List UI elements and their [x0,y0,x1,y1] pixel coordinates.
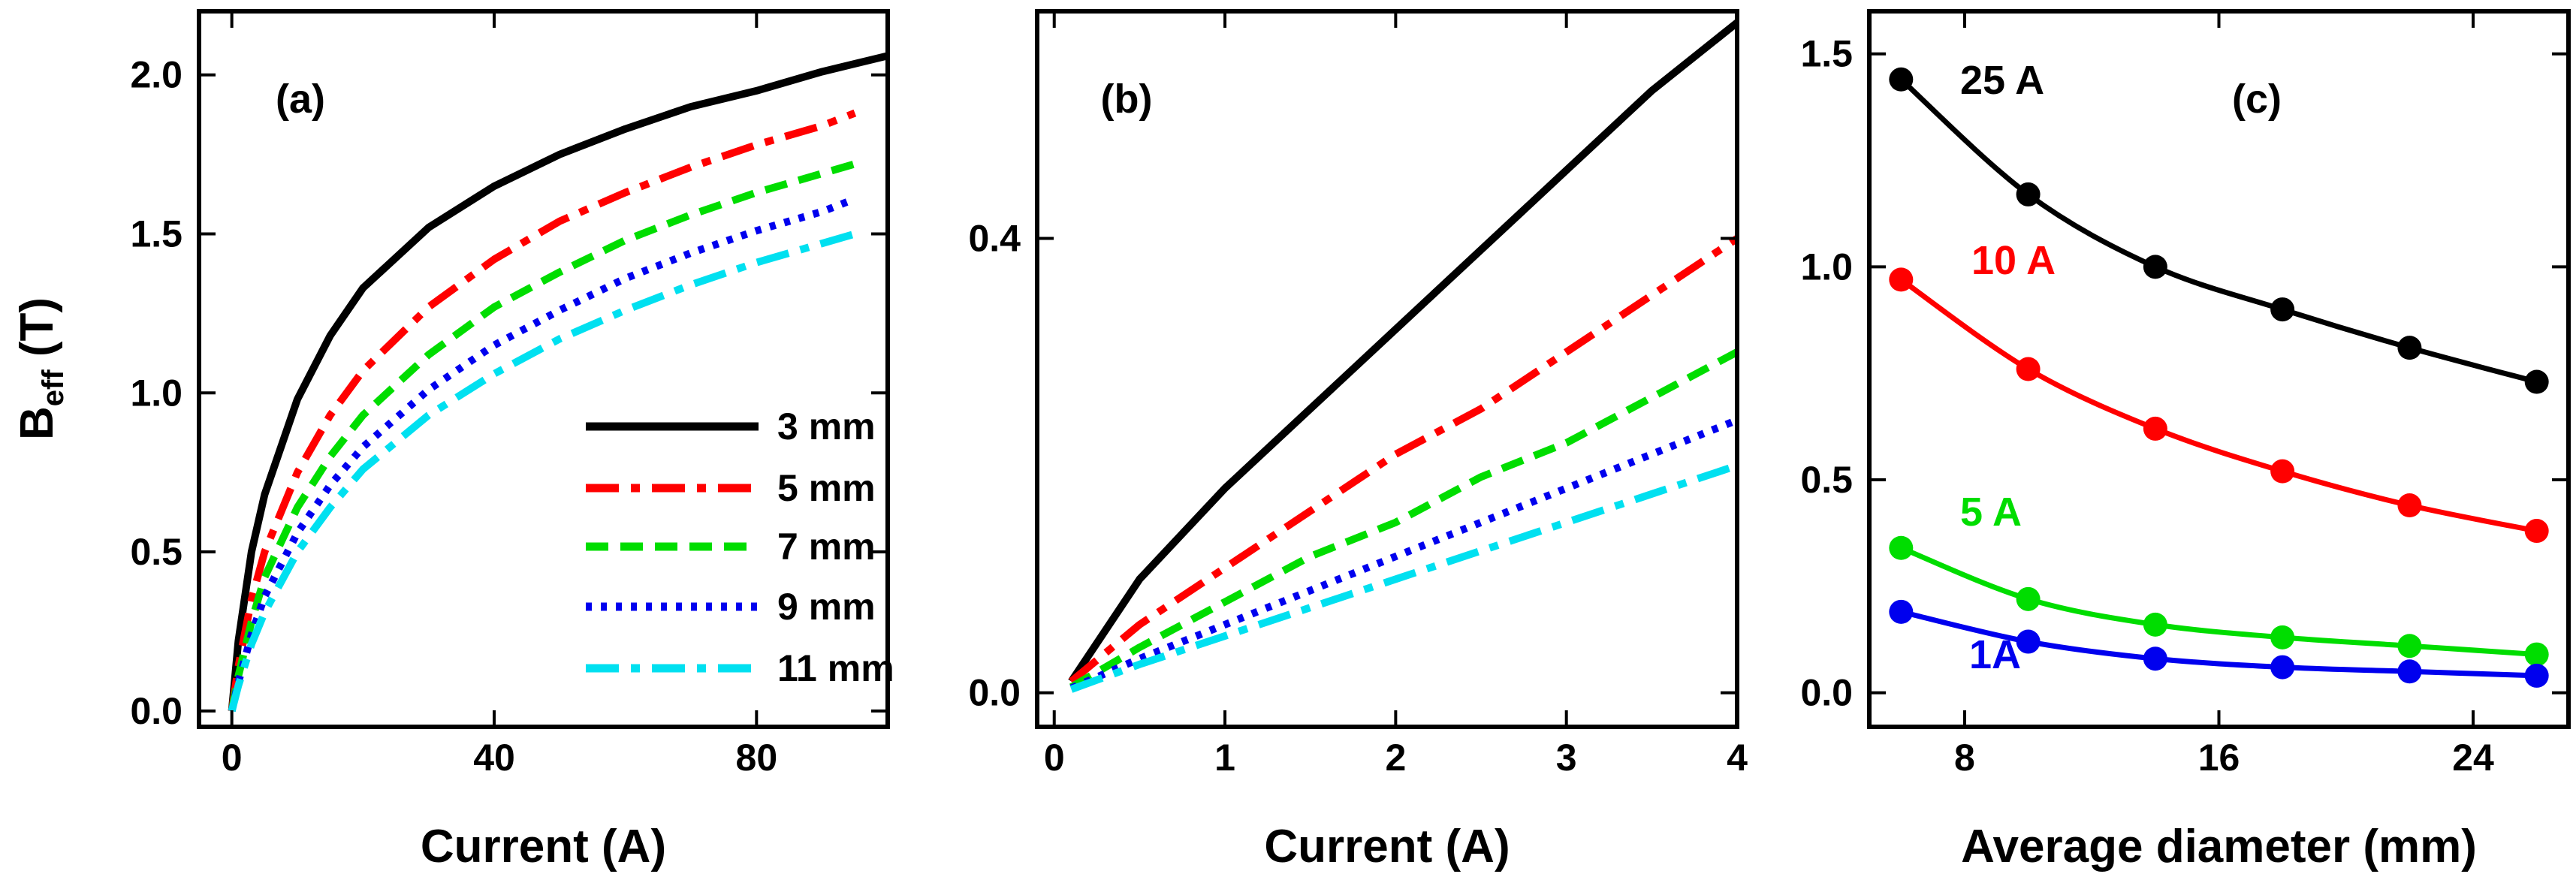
series-annotation: 25 A [1960,58,2044,103]
y-axis-label-symbol: B [11,406,63,440]
x-tick-label: 80 [736,737,778,779]
y-tick-label: 0.0 [968,672,1021,714]
series-line-5-A [1900,545,2537,658]
y-tick-label: 0.5 [130,531,182,573]
y-tick-label: 0.5 [1800,459,1853,501]
data-point-10-A [2524,519,2549,544]
data-point-1A [2397,659,2422,684]
data-point-1A [2270,655,2295,680]
data-point-10-A [2016,357,2041,381]
data-point-5-A [2143,612,2167,637]
y-axis-label-subscript: eff [37,369,70,407]
x-axis-label: Current (A) [1264,821,1510,872]
data-point-1A [1889,599,1914,624]
series-annotation: 10 A [1971,238,2056,283]
data-point-25-A [2524,369,2549,394]
series-line-7-mm [228,160,856,712]
plot-frame [1035,9,1739,729]
legend: 3 mm 5 mm 7 mm 9 mm 11 mm [586,405,894,689]
panel-a: 0 40 80 0.0 0.5 1.0 1.5 2.0 Current (A) (a) [130,9,890,872]
y-axis-label-unit: (T) [11,297,63,369]
x-tick-label: 40 [473,737,515,779]
data-point-10-A [1889,267,1914,292]
series-line-9-mm [228,195,857,712]
plot-frame [197,9,890,729]
y-tick-label: 2.0 [130,54,182,96]
x-axis-label: Average diameter (mm) [1961,821,2477,872]
y-tick-label: 1.0 [130,372,182,414]
series-line-10-A [1899,277,2538,534]
x-tick-label: 16 [2198,737,2240,779]
y-tick-label: 0.0 [130,690,182,732]
panel-b: 0 1 2 3 4 0.0 0.4 Current (A) (b) [968,9,1748,872]
legend-label: 7 mm [777,526,876,568]
panel-label: (c) [2232,77,2282,122]
series-line-11-mm [1069,462,1739,693]
series-line-9-mm [1069,416,1739,692]
data-point-1A [2143,646,2167,671]
x-axis-label: Current (A) [421,821,666,872]
data-point-5-A [2397,634,2422,659]
plot-frame [1867,9,2571,729]
data-point-5-A [2270,625,2295,649]
series-annotation: 1A [1969,632,2021,677]
series-line-5-mm [1069,235,1739,685]
data-point-10-A [2270,459,2295,484]
series-line-5-mm [228,109,857,712]
data-point-5-A [1889,535,1914,560]
x-tick-label: 0 [222,737,243,779]
x-tick-label: 3 [1556,737,1577,779]
legend-label: 3 mm [777,405,876,448]
x-tick-label: 4 [1727,737,1748,779]
series-annotation: 5 A [1960,490,2022,535]
x-tick-label: 8 [1954,737,1975,779]
data-point-10-A [2143,416,2167,441]
x-tick-label: 0 [1044,737,1065,779]
y-axis-label: Beff (T) [11,297,70,440]
data-point-1A [2016,629,2041,654]
data-point-10-A [2397,493,2422,518]
data-point-25-A [1889,67,1914,92]
data-point-5-A [2524,642,2549,667]
series-line-3-mm [228,52,889,712]
x-tick-label: 1 [1214,737,1235,779]
panel-label: (b) [1101,77,1153,122]
legend-label: 9 mm [777,586,876,628]
series-line-7-mm [1069,348,1739,691]
data-point-25-A [2143,255,2167,279]
y-tick-label: 1.0 [1800,246,1853,288]
series-line-3-mm [1068,20,1740,684]
legend-label: 5 mm [777,467,876,509]
panel-label: (a) [276,77,325,122]
y-tick-label: 0.0 [1800,672,1853,714]
legend-label: 11 mm [777,647,894,689]
y-tick-label: 1.5 [1800,33,1853,75]
panel-c: 8 16 24 0.0 0.5 1.0 1.5 Average diameter (mm) (c… [1800,9,2571,872]
x-tick-label: 24 [2452,737,2494,779]
series-line-1A [1900,609,2537,679]
x-tick-label: 2 [1385,737,1406,779]
data-point-5-A [2016,586,2041,611]
series-line-11-mm [228,230,856,713]
y-tick-label: 0.4 [968,218,1021,260]
data-point-25-A [2016,182,2041,206]
data-point-25-A [2397,336,2422,360]
series-line-25-A [1899,77,2538,384]
y-tick-label: 1.5 [130,212,182,255]
data-point-1A [2524,663,2549,688]
data-point-25-A [2270,297,2295,322]
